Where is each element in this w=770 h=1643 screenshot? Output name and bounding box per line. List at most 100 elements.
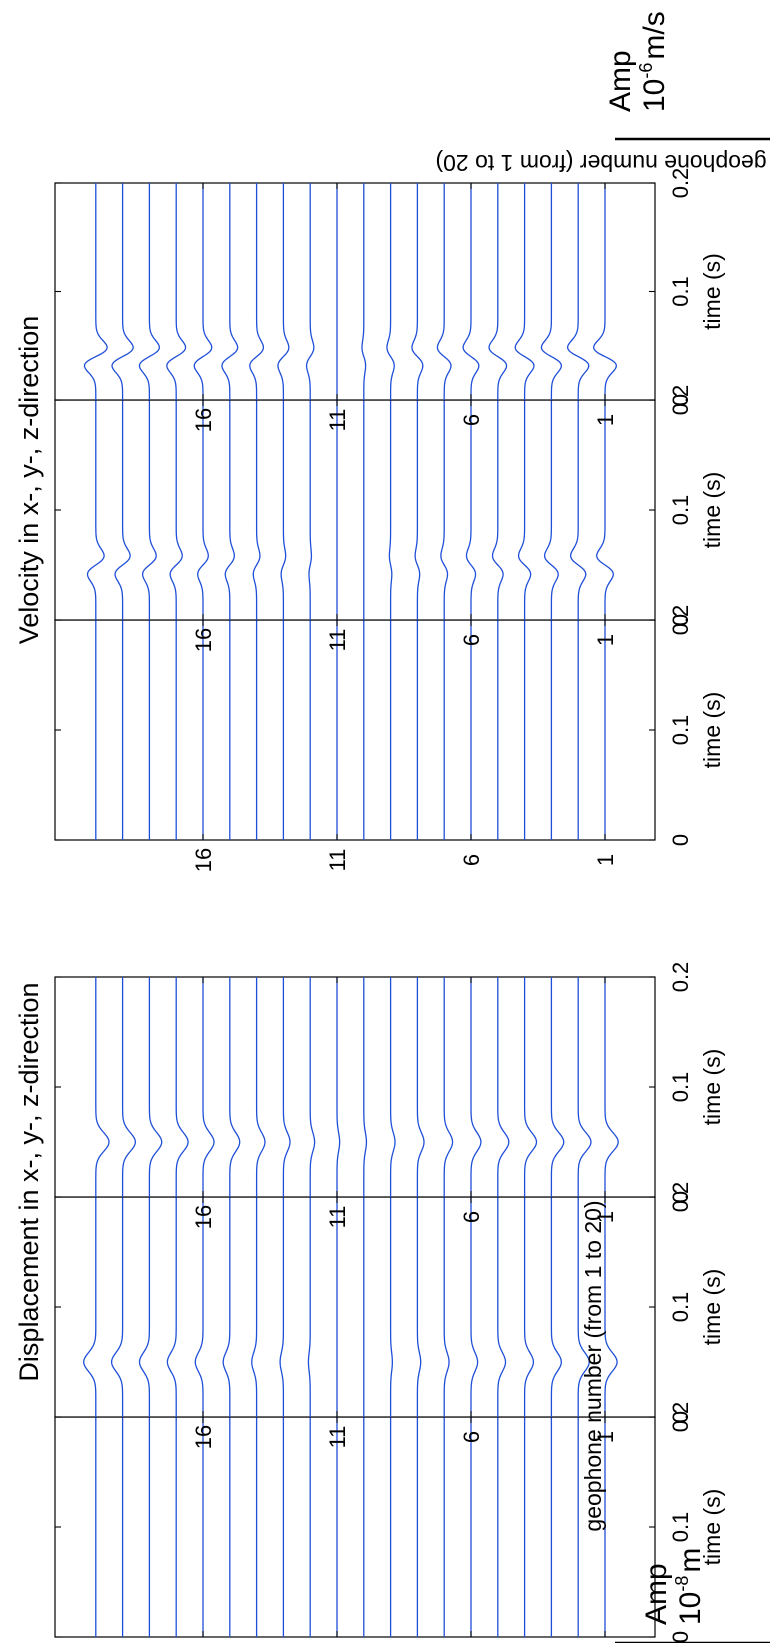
trace-geophone-13 [279, 1197, 285, 1417]
trace-geophone-2 [577, 1197, 590, 1417]
time-axis-label: time (s) [699, 253, 725, 330]
panel-frame [54, 399, 656, 621]
trace-geophone-1 [604, 1197, 618, 1417]
trace-geophone-18 [138, 1197, 151, 1417]
panel-frame [54, 182, 656, 401]
trace-geophone-17 [169, 400, 183, 620]
time-tick-label: 0.1 [668, 1072, 693, 1103]
trace-geophone-12 [307, 1197, 311, 1417]
time-tick-label: 0.1 [668, 276, 693, 307]
trace-geophone-13 [277, 183, 290, 400]
time-axis-label: time (s) [699, 1269, 725, 1346]
title-displacement: Displacement in x-, y-, z-direction [14, 982, 44, 1381]
geophone-tick-label: 11 [325, 849, 350, 872]
trace-geophone-20 [83, 183, 108, 400]
trace-geophone-14 [255, 977, 266, 1197]
trace-geophone-12 [309, 977, 316, 1197]
trace-geophone-14 [252, 400, 261, 620]
amp-label-left: Amp [640, 1563, 673, 1625]
geophone-tick-label: 16 [191, 408, 216, 432]
time-tick-label: 0.2 [668, 1402, 693, 1433]
trace-geophone-4 [523, 1197, 535, 1417]
geophone-tick-label: 16 [191, 1205, 216, 1229]
trace-geophone-6 [470, 1197, 479, 1417]
trace-geophone-6 [470, 977, 482, 1197]
trace-geophone-5 [488, 183, 508, 400]
trace-geophone-5 [497, 977, 510, 1197]
trace-geophone-19 [114, 400, 131, 620]
geophone-tick-label: 6 [459, 414, 484, 426]
trace-geophone-1 [596, 400, 614, 620]
trace-geophone-6 [462, 183, 480, 400]
amp-unit-right: 10-6m/s [636, 11, 671, 112]
trace-geophone-19 [111, 183, 134, 400]
geophone-tick-label: 6 [459, 1211, 484, 1223]
trace-geophone-15 [221, 183, 239, 400]
geophone-tick-label: 6 [459, 634, 484, 646]
time-tick-label: 0 [668, 1631, 693, 1643]
trace-geophone-17 [175, 977, 189, 1197]
trace-geophone-15 [224, 400, 235, 620]
time-tick-label: 0 [668, 834, 693, 846]
time-tick-label: 0.2 [668, 168, 693, 199]
time-tick-label: 0.2 [668, 605, 693, 636]
trace-geophone-19 [121, 977, 137, 1197]
trace-geophone-4 [517, 400, 532, 620]
amp-label-right: Amp [604, 50, 637, 112]
geophone-tick-label: 6 [459, 1431, 484, 1443]
trace-geophone-9 [389, 1197, 394, 1417]
trace-geophone-3 [550, 1197, 562, 1417]
trace-geophone-4 [514, 183, 535, 400]
trace-geophone-8 [411, 183, 424, 400]
trace-geophone-2 [570, 400, 587, 620]
trace-geophone-16 [202, 977, 215, 1197]
amp-unit-left: 10-8m [672, 1548, 707, 1625]
trace-geophone-14 [249, 183, 265, 400]
trace-geophone-12 [305, 183, 315, 400]
trace-geophone-7 [443, 977, 454, 1197]
trace-geophone-17 [166, 1197, 177, 1417]
trace-geophone-20 [86, 400, 105, 620]
trace-geophone-3 [543, 400, 559, 620]
geophone-tick-label: 11 [325, 1206, 350, 1229]
trace-geophone-1 [593, 183, 617, 400]
time-tick-label: 0.2 [668, 1182, 693, 1213]
trace-geophone-5 [491, 400, 504, 620]
trace-geophone-8 [416, 1197, 422, 1417]
panel-frame [54, 619, 656, 841]
time-tick-label: 0.2 [668, 962, 693, 993]
time-tick-label: 0.1 [668, 715, 693, 746]
trace-geophone-17 [166, 183, 187, 400]
geophone-tick-label: 1 [593, 1211, 618, 1223]
geophone-tick-label: 1 [593, 1431, 618, 1443]
trace-geophone-14 [251, 1197, 258, 1417]
geophone-tick-label: 11 [325, 629, 350, 652]
trace-geophone-9 [386, 183, 395, 400]
time-tick-label: 0 [668, 614, 693, 626]
time-tick-label: 0.1 [668, 1292, 693, 1323]
time-tick-label: 0 [668, 1411, 693, 1423]
title-velocity: Velocity in x-, y-, z-direction [14, 316, 44, 645]
trace-geophone-2 [566, 183, 590, 400]
time-tick-label: 0 [668, 394, 693, 406]
panel-frame [54, 976, 656, 1198]
trace-geophone-6 [465, 400, 477, 620]
trace-geophone-9 [388, 400, 393, 620]
trace-geophone-4 [523, 977, 538, 1197]
trace-geophone-8 [416, 977, 425, 1197]
panel-frame [54, 1416, 656, 1638]
geophone-tick-label: 1 [593, 854, 618, 866]
trace-geophone-18 [148, 977, 163, 1197]
trace-geophone-11 [336, 977, 341, 1197]
trace-geophone-18 [141, 400, 157, 620]
time-tick-label: 0.1 [668, 495, 693, 526]
trace-geophone-16 [197, 400, 209, 620]
